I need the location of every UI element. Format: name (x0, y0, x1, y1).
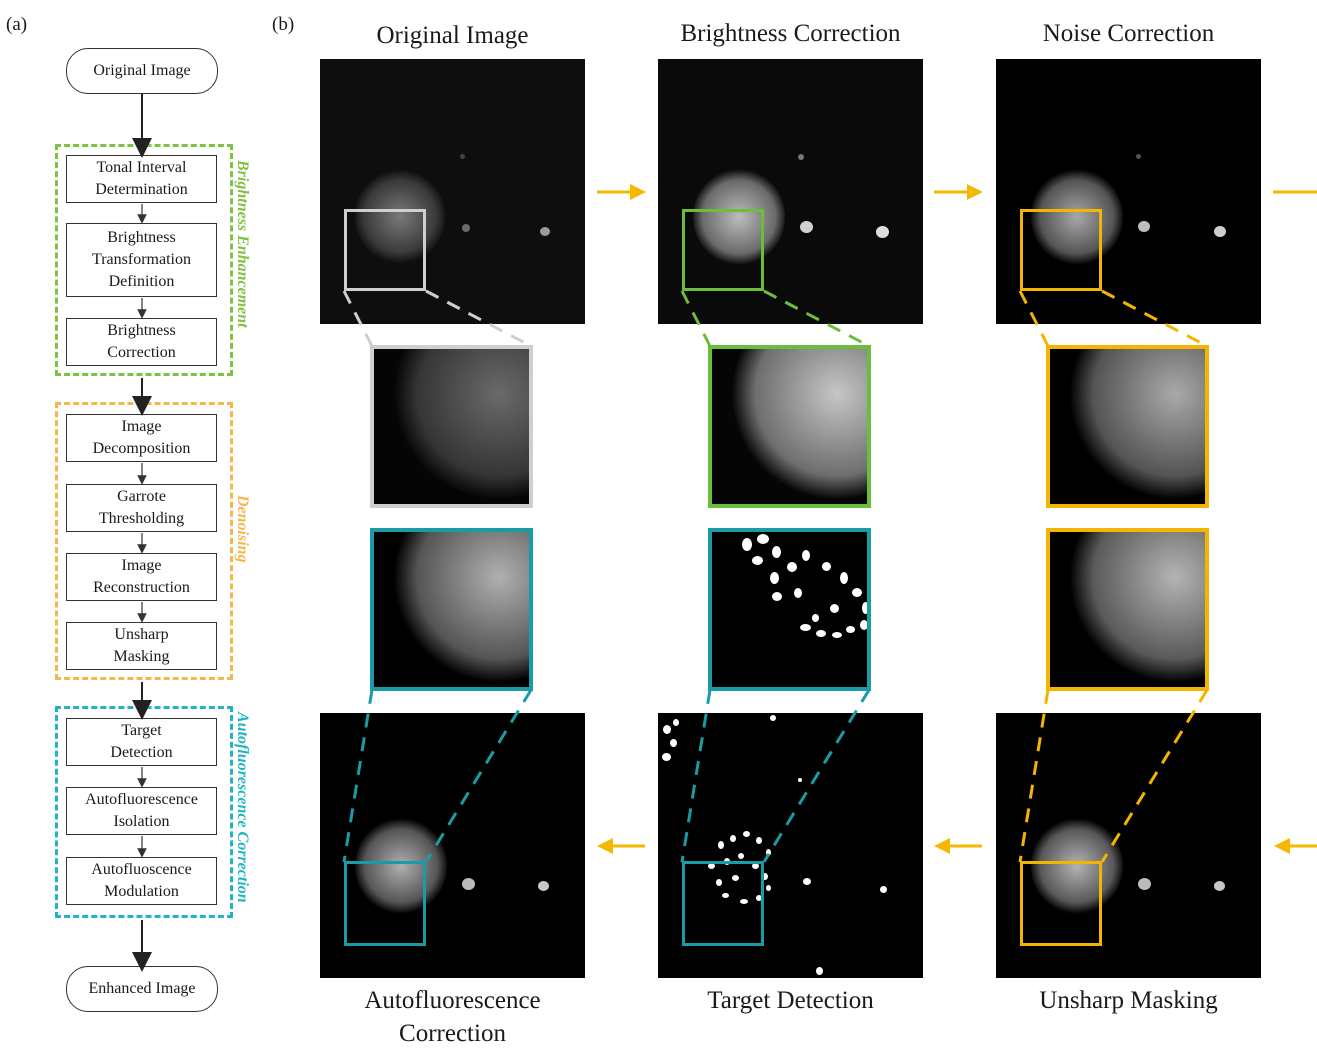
title-brightness-correction: Brightness Correction (680, 20, 901, 47)
step-image-decomposition: Image Decomposition (66, 414, 217, 462)
zoom-noise (1046, 345, 1209, 508)
step-target-detection: Target Detection (66, 718, 217, 766)
start-terminal: Original Image (66, 48, 218, 94)
selection-box-original (344, 209, 426, 291)
group-label-brightness: Brightness Enhancement (234, 160, 251, 328)
zoom-target-detection (708, 528, 871, 691)
arrow-left-icon (934, 838, 982, 854)
panel-label-a: (a) (6, 14, 28, 35)
micrograph-target-detection (658, 713, 923, 978)
step-brightness-correction: Brightness Correction (66, 318, 217, 366)
micrograph-autofluorescence-corrected (320, 713, 585, 978)
step-autofluoscence-modulation: Autofluoscence Modulation (66, 857, 217, 905)
group-label-denoising: Denoising (234, 495, 251, 563)
title-noise-correction: Noise Correction (1042, 20, 1215, 47)
caption-unsharp-masking: Unsharp Masking (1039, 987, 1218, 1014)
step-image-reconstruction: Image Reconstruction (66, 553, 217, 601)
arrow-left-icon (1274, 838, 1317, 854)
selection-box-noise (1020, 209, 1102, 291)
zoom-autofluorescence (370, 528, 533, 691)
zoom-unsharp-masking (1046, 528, 1209, 691)
micrograph-noise-corrected (996, 59, 1261, 324)
zoom-brightness (708, 345, 871, 508)
micrograph-unsharp-masking (996, 713, 1261, 978)
arrow-right-icon (934, 184, 983, 200)
step-unsharp-masking: Unsharp Masking (66, 622, 217, 670)
group-label-autofluorescence: Autofluorescence Correction (234, 712, 251, 903)
zoom-original (370, 345, 533, 508)
arrow-right-icon (597, 184, 646, 200)
selection-box-brightness (682, 209, 764, 291)
arrow-left-icon (597, 838, 645, 854)
panel-label-b: (b) (272, 14, 295, 35)
end-terminal: Enhanced Image (66, 966, 218, 1012)
caption-target-detection: Target Detection (707, 987, 874, 1014)
title-original-image: Original Image (376, 22, 529, 49)
selection-box-unsharp (1020, 861, 1102, 946)
step-tonal-interval: Tonal Interval Determination (66, 155, 217, 203)
selection-box-autofluorescence (344, 861, 426, 946)
selection-box-target-detection (682, 861, 764, 946)
step-autofluorescence-isolation: Autofluorescence Isolation (66, 787, 217, 835)
micrograph-original (320, 59, 585, 324)
micrograph-brightness-corrected (658, 59, 923, 324)
step-brightness-transformation: Brightness Transformation Definition (66, 223, 217, 297)
caption-autofluorescence-correction: Autofluorescence Correction (364, 987, 541, 1047)
step-garrote-thresholding: Garrote Thresholding (66, 484, 217, 532)
